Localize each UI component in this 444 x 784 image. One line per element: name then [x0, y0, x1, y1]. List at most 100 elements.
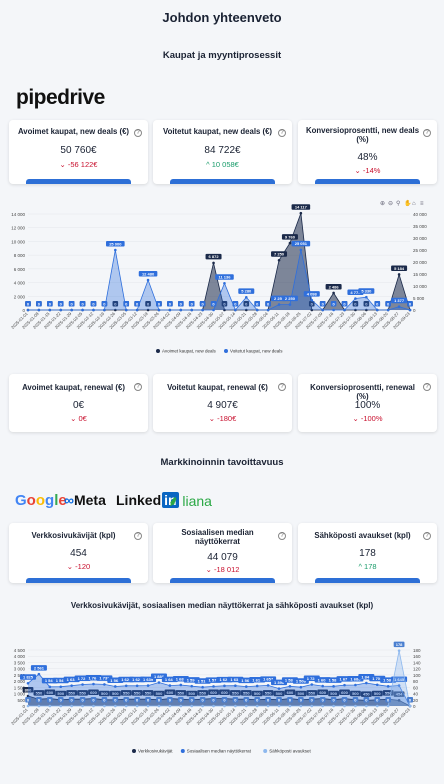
data-point	[321, 704, 324, 708]
data-label: 1 632	[230, 677, 241, 682]
help-icon[interactable]: ?	[134, 532, 142, 540]
data-label: 0	[92, 301, 95, 306]
data-point	[81, 683, 84, 686]
data-label: 500	[101, 691, 108, 696]
data-label: 25 000	[109, 241, 122, 246]
data-label: 0	[38, 697, 41, 702]
y2-tick-label: 180	[413, 648, 421, 653]
y2-tick-label: 10 000	[413, 284, 427, 289]
data-label-bg	[295, 690, 307, 697]
data-point	[354, 297, 357, 300]
help-icon[interactable]: ?	[134, 129, 142, 137]
data-point	[408, 704, 412, 708]
data-label-bg	[101, 301, 108, 307]
data-label-bg	[197, 690, 209, 696]
data-label: 1 886	[154, 674, 165, 679]
kpi-delta: ⌄ -14%	[354, 166, 381, 175]
help-icon[interactable]: ?	[278, 383, 286, 391]
data-label-bg	[178, 697, 184, 703]
help-icon[interactable]: ?	[423, 383, 431, 391]
data-point	[266, 704, 270, 708]
data-label-bg	[145, 301, 151, 307]
data-point	[26, 681, 30, 685]
data-label-bg	[325, 283, 342, 290]
data-point	[179, 704, 183, 708]
kpi-value: 454	[70, 548, 87, 559]
y2-tick-label: 40	[413, 692, 419, 697]
data-point	[397, 305, 401, 308]
help-icon[interactable]: ?	[278, 532, 286, 540]
data-point	[124, 704, 128, 708]
zoom-icon[interactable]: ⚲	[396, 200, 400, 207]
data-label-bg	[210, 301, 217, 307]
data-label: 0	[27, 697, 30, 702]
data-point	[70, 684, 73, 687]
kpi-delta-value: 0€	[78, 414, 87, 423]
data-point	[255, 704, 259, 708]
data-label-bg	[36, 697, 42, 703]
data-label-bg	[251, 690, 263, 697]
data-label: 0	[256, 697, 259, 702]
data-label-bg	[175, 690, 187, 696]
data-label-bg	[101, 697, 108, 703]
data-point	[26, 704, 30, 708]
data-point	[244, 296, 248, 299]
kpi-delta: ⌄ 0€	[70, 414, 87, 423]
kpi-delta-value: -14%	[362, 166, 381, 175]
help-icon[interactable]: ?	[134, 383, 142, 391]
data-point	[168, 704, 172, 708]
help-icon[interactable]: ?	[423, 129, 431, 137]
data-label: 0	[365, 697, 368, 702]
data-label-bg	[57, 697, 64, 703]
data-label-bg	[178, 301, 184, 307]
data-label: 0	[136, 697, 139, 702]
data-point	[299, 248, 303, 252]
data-label-bg	[221, 697, 228, 703]
kpi-label: Sosiaalisen median näyttökerrat	[181, 528, 254, 546]
data-label: 0	[332, 697, 335, 702]
kpi-value: 44 079	[207, 552, 238, 563]
help-icon[interactable]: ?	[278, 129, 286, 137]
data-label: 0	[71, 697, 74, 702]
y-tick-label: 0	[22, 704, 25, 709]
y2-tick-label: 100	[413, 673, 421, 678]
data-label: 178	[396, 642, 403, 647]
kpi-card-open-deals-new: Avoimet kaupat, new deals (€) ? 50 760€ …	[9, 120, 148, 184]
y2-tick-label: 80	[413, 679, 419, 684]
zoom-in-icon[interactable]: ⊕	[380, 201, 385, 207]
data-label-bg	[68, 301, 75, 307]
zoom-out-icon[interactable]: ⊖	[388, 201, 393, 207]
data-label: 1 623	[132, 677, 143, 682]
data-label-bg	[281, 295, 298, 302]
kpi-delta: ⌄ -180€	[208, 414, 237, 423]
menu-icon[interactable]: ≡	[420, 201, 424, 207]
data-label-bg	[164, 689, 176, 696]
data-label: 2 486	[329, 284, 340, 289]
data-point	[310, 704, 314, 708]
data-label: 0	[158, 697, 161, 702]
data-point	[212, 261, 215, 265]
data-label-bg	[90, 301, 97, 307]
home-icon[interactable]: ⌂	[412, 201, 416, 207]
data-label-bg	[291, 240, 311, 247]
kpi-label: Avoimet kaupat, renewal (€)	[22, 383, 125, 392]
marketing-section-title: Markkinoinnin tavoittavuus	[160, 457, 284, 468]
data-label-bg	[352, 697, 359, 703]
data-label: 1 580	[329, 678, 340, 683]
y-tick-label: 2 500	[14, 673, 26, 678]
data-point	[37, 672, 41, 676]
data-point	[365, 681, 368, 685]
pan-icon[interactable]: ✋	[404, 199, 411, 207]
data-label-bg	[112, 697, 119, 703]
y2-tick-label: 20 000	[413, 260, 427, 265]
data-label-bg	[142, 690, 154, 696]
data-point	[190, 704, 194, 708]
kpi-value: 4 907€	[207, 400, 238, 411]
data-label: 4 773	[350, 290, 361, 295]
data-label-bg	[120, 690, 132, 696]
help-icon[interactable]: ?	[423, 532, 431, 540]
data-point	[81, 308, 84, 312]
data-point	[277, 303, 281, 306]
data-label-bg	[36, 301, 42, 307]
